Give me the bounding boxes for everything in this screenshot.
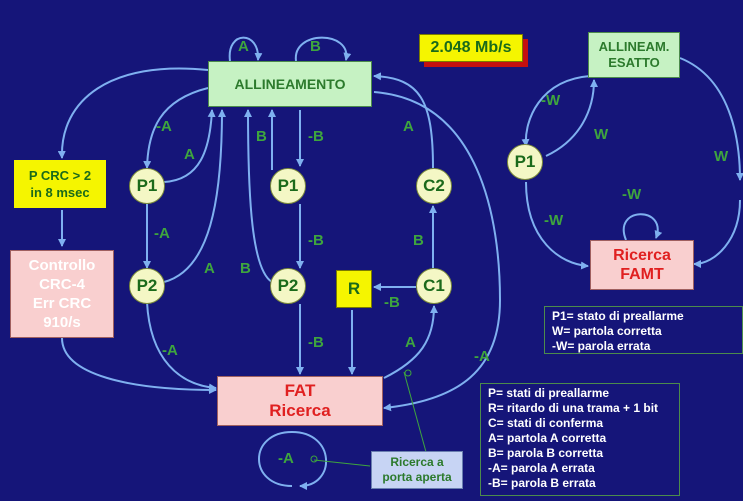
label-b-c2: B — [413, 232, 424, 249]
ricerca-famt-box: Ricerca FAMT — [590, 240, 694, 290]
fat-line-1: FAT — [284, 381, 316, 400]
p2-left-node: P2 — [129, 268, 165, 304]
fat-line-2: Ricerca — [269, 401, 331, 420]
rate-badge: 2.048 Mb/s — [419, 34, 523, 62]
edge-fat-c1 — [383, 305, 438, 379]
allineamento-box: ALLINEAMENTO — [208, 61, 372, 107]
edge-p1r-esatto — [545, 79, 598, 157]
label-w-1: W — [594, 126, 609, 143]
controllo-line-1: Controllo — [28, 257, 96, 274]
label-neg-b-r: -B — [384, 294, 400, 311]
legend-bottom-line-7: -B= parola B errata — [488, 476, 596, 490]
label-a-2: A — [204, 260, 215, 277]
pointer-line-fat — [403, 371, 427, 453]
legend-bottom-line-5: B= parola B corretta — [488, 446, 604, 460]
controllo-line-2: CRC-4 — [39, 276, 85, 293]
edge-esatto-p1r — [521, 75, 591, 147]
controllo-line-4: 910/s — [43, 314, 81, 331]
p1-left-node: P1 — [129, 168, 165, 204]
edge-far-famt — [693, 199, 741, 268]
edge-esatto-far — [679, 57, 743, 181]
edge-p2b-allin — [244, 109, 273, 283]
p1-mid-node: P1 — [270, 168, 306, 204]
label-w-far: W — [714, 148, 729, 165]
label-b-2: B — [240, 260, 251, 277]
loop-b-top — [294, 36, 352, 62]
legend-right: P1= stato di preallarme W= partola corre… — [544, 306, 743, 354]
loop-a-top — [228, 36, 263, 62]
edge-p1a-allin — [163, 109, 216, 183]
porta-line-2: porta aperta — [382, 470, 452, 484]
pointer-line-loop — [313, 459, 371, 467]
esatto-line-1: ALLINEAM. — [598, 39, 670, 54]
label-neg-a-right: -A — [474, 348, 490, 365]
legend-bottom: P= stati di preallarme R= ritardo di una… — [480, 383, 680, 496]
label-neg-a-loop: -A — [278, 450, 294, 467]
c2-node: C2 — [416, 168, 452, 204]
ricerca-porta-aperta-box: Ricerca a porta aperta — [371, 451, 463, 489]
pcrc-box: P CRC > 2 in 8 msec — [14, 160, 106, 208]
edge-p2a-allin — [163, 109, 226, 283]
label-neg-w-2: -W — [544, 212, 564, 229]
legend-right-line-2: W= partola corretta — [552, 324, 662, 338]
legend-bottom-line-6: -A= parola A errata — [488, 461, 595, 475]
porta-line-1: Ricerca a — [390, 455, 444, 469]
label-neg-b-2: -B — [308, 232, 324, 249]
label-a-top: A — [238, 38, 249, 55]
edge-c2-allin — [373, 72, 434, 169]
p2-mid-node: P2 — [270, 268, 306, 304]
edge-p1r-famt — [525, 181, 589, 270]
label-neg-b-1: -B — [308, 128, 324, 145]
p1-right-node: P1 — [507, 144, 543, 180]
label-neg-b-3: -B — [308, 334, 324, 351]
legend-right-line-1: P1= stato di preallarme — [552, 309, 684, 323]
label-a-c1: A — [405, 334, 416, 351]
esatto-line-2: ESATTO — [608, 55, 660, 70]
edge-controllo-fat — [61, 337, 217, 394]
edge-allin-pcrc — [57, 67, 209, 159]
c1-node: C1 — [416, 268, 452, 304]
legend-bottom-line-3: C= stati di conferma — [488, 416, 604, 430]
controllo-box: Controllo CRC-4 Err CRC 910/s — [10, 250, 114, 338]
legend-bottom-line-4: A= partola A corretta — [488, 431, 607, 445]
r-box: R — [336, 270, 372, 308]
allineam-esatto-box: ALLINEAM. ESATTO — [588, 32, 680, 78]
legend-right-line-3: -W= parola errata — [552, 339, 651, 353]
pcrc-line-2: in 8 msec — [30, 185, 90, 200]
pcrc-line-1: P CRC > 2 — [28, 168, 92, 183]
loop-neg-a-bottom — [258, 430, 327, 490]
edge-allin-p1a — [143, 87, 209, 169]
famt-line-2: FAMT — [620, 266, 664, 283]
controllo-line-3: Err CRC — [32, 295, 92, 312]
label-a-1: A — [184, 146, 195, 163]
label-neg-a-1: -A — [156, 118, 172, 135]
legend-bottom-line-2: R= ritardo di una trama + 1 bit — [488, 401, 659, 415]
edge-allin-fat-right — [373, 91, 502, 412]
legend-bottom-line-1: P= stati di preallarme — [488, 386, 610, 400]
label-neg-w-1: -W — [541, 92, 561, 109]
fat-ricerca-box: FAT Ricerca — [217, 376, 383, 426]
label-a-c2: A — [403, 118, 414, 135]
label-b-top: B — [310, 38, 321, 55]
label-neg-w-loop: -W — [622, 186, 642, 203]
edge-p2a-fat — [146, 301, 217, 392]
loop-neg-w-famt — [622, 213, 663, 241]
label-neg-a-2: -A — [154, 225, 170, 242]
famt-line-1: Ricerca — [613, 247, 671, 264]
label-b-1: B — [256, 128, 267, 145]
label-neg-a-3: -A — [162, 342, 178, 359]
